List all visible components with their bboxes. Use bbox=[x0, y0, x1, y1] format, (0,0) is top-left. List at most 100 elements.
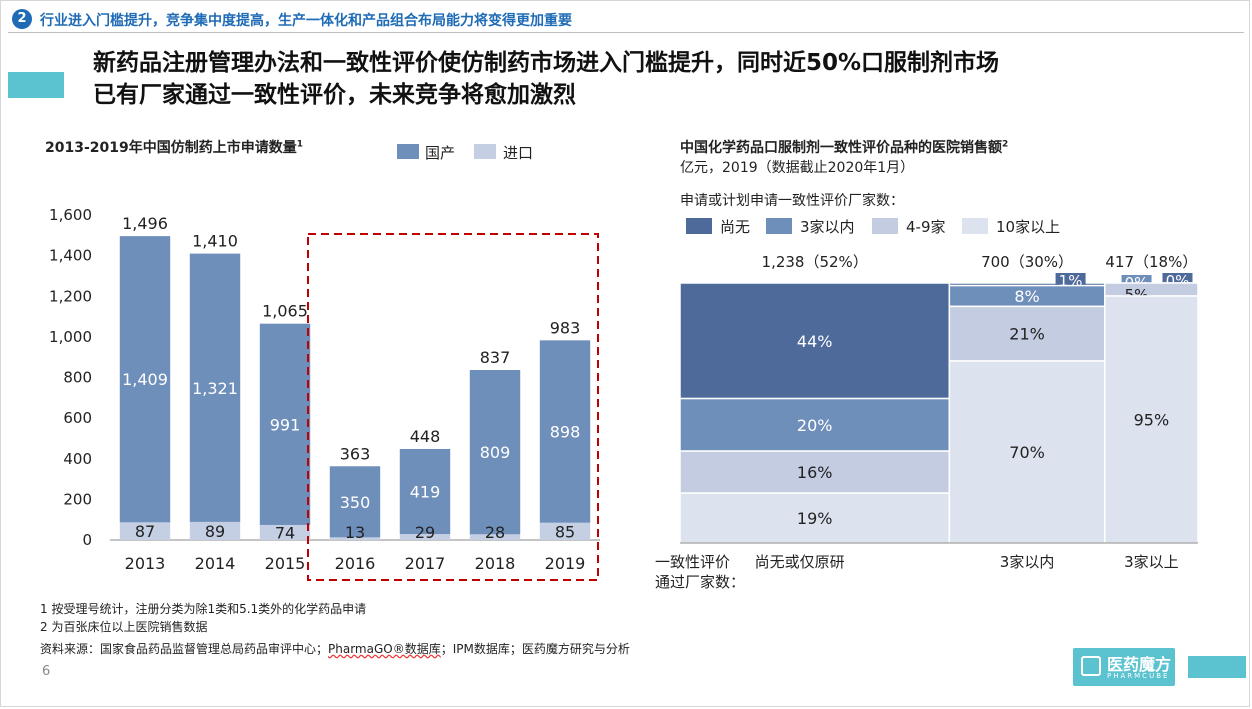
section-heading: 行业进入门槛提升，竞争集中度提高，生产一体化和产品组合布局能力将变得更加重要 bbox=[40, 13, 572, 29]
bar-domestic-segment bbox=[399, 449, 451, 535]
slide-title-line-1: 新药品注册管理办法和一致性评价使仿制药市场进入门槛提升，同时近50%口服制剂市场 bbox=[93, 50, 1000, 76]
mekko-segment-label: 21% bbox=[1009, 325, 1045, 344]
y-tick-label: 600 bbox=[63, 409, 92, 427]
mekko-column-category-label: 尚无或仅原研 bbox=[755, 553, 845, 571]
bar-total-label: 1,496 bbox=[122, 214, 168, 233]
bar-domestic-value-label: 350 bbox=[340, 493, 371, 512]
bar-import-segment bbox=[119, 522, 171, 540]
bar-import-segment bbox=[329, 537, 381, 540]
right-chart-title-text: 中国化学药品口服制剂一致性评价品种的医院销售额 bbox=[680, 140, 1002, 156]
y-tick-label: 400 bbox=[63, 450, 92, 468]
bar-domestic-value-label: 809 bbox=[480, 443, 511, 462]
x-tick-label: 2016 bbox=[335, 554, 376, 573]
source-suffix: ；IPM数据库；医药魔方研究与分析 bbox=[440, 642, 630, 656]
footnote-1: 1 按受理号统计，注册分类为除1类和5.1类外的化学药品申请 bbox=[40, 602, 367, 616]
bar-domestic-value-label: 419 bbox=[410, 483, 441, 502]
bar-domestic-segment bbox=[469, 369, 521, 535]
legend-label-4to9: 4-9家 bbox=[906, 217, 946, 236]
bar-domestic-segment bbox=[119, 236, 171, 523]
mekko-axis-label-line-1: 一致性评价 bbox=[655, 553, 730, 571]
bar-import-value-label: 28 bbox=[485, 523, 505, 542]
slide-title: 新药品注册管理办法和一致性评价使仿制药市场进入门槛提升，同时近50%口服制剂市场… bbox=[93, 47, 1213, 111]
legend-import-swatch bbox=[474, 144, 496, 159]
legend-import-label: 进口 bbox=[503, 144, 534, 162]
bar-domestic-segment bbox=[259, 323, 311, 525]
bar-import-segment bbox=[189, 521, 241, 540]
mekko-axis-label-line-2: 通过厂家数： bbox=[655, 573, 745, 591]
bar-import-value-label: 85 bbox=[555, 522, 575, 541]
legend-label-10plus: 10家以上 bbox=[996, 217, 1061, 236]
pharmcube-logo: 医药魔方 PHARMCUBE bbox=[1073, 648, 1175, 686]
mekko-segment-label: 8% bbox=[1014, 287, 1039, 306]
y-tick-label: 800 bbox=[63, 369, 92, 387]
y-tick-label: 200 bbox=[63, 490, 92, 508]
y-tick-label: 1,000 bbox=[49, 328, 92, 346]
page-number: 6 bbox=[42, 664, 51, 679]
bar-domestic-value-label: 991 bbox=[270, 415, 301, 434]
bar-import-segment bbox=[469, 534, 521, 540]
bar-total-label: 363 bbox=[340, 444, 371, 463]
bar-import-segment bbox=[399, 534, 451, 540]
legend-item-lt3: 3家以内 bbox=[766, 216, 855, 236]
section-divider bbox=[8, 32, 1244, 33]
footnote-2: 2 为百张床位以上医院销售数据 bbox=[40, 620, 208, 634]
source-prefix: 资料来源：国家食品药品监督管理总局药品审评中心； bbox=[40, 642, 329, 656]
bar-domestic-segment bbox=[329, 466, 381, 538]
x-tick-label: 2014 bbox=[195, 554, 236, 573]
bar-import-segment bbox=[259, 524, 311, 540]
left-chart-title-text: 2013-2019年中国仿制药上市申请数量 bbox=[45, 140, 297, 156]
mekko-segment-label: 20% bbox=[797, 416, 833, 435]
mekko-segment bbox=[948, 305, 1106, 362]
y-tick-label: 1,400 bbox=[49, 247, 92, 265]
section-number-badge: 2 bbox=[12, 9, 32, 29]
title-accent-bar bbox=[8, 72, 64, 98]
mekko-segment bbox=[1104, 295, 1199, 544]
highlight-box-2016-2019 bbox=[307, 233, 599, 581]
bar-import-value-label: 29 bbox=[415, 523, 435, 542]
legend-item-none: 尚无 bbox=[686, 216, 750, 236]
left-chart-title: 2013-2019年中国仿制药上市申请数量1 bbox=[45, 137, 303, 157]
mekko-segment-label: 19% bbox=[797, 509, 833, 528]
source-note: 资料来源：国家食品药品监督管理总局药品审评中心；PharmaGO®数据库；IPM… bbox=[40, 640, 630, 657]
legend-item-4to9: 4-9家 bbox=[872, 216, 946, 236]
legend-swatch-10plus bbox=[962, 218, 988, 234]
logo-subtitle: PHARMCUBE bbox=[1107, 672, 1170, 680]
bar-total-label: 983 bbox=[550, 318, 581, 337]
mekko-segment bbox=[679, 492, 951, 544]
bar-import-value-label: 74 bbox=[275, 523, 295, 542]
bar-total-label: 837 bbox=[480, 348, 511, 367]
right-chart-title-sup: 2 bbox=[1002, 139, 1009, 150]
bar-import-value-label: 13 bbox=[345, 523, 365, 542]
mekko-segment-label: 70% bbox=[1009, 443, 1045, 462]
source-pharmago: PharmaGO®数据库 bbox=[328, 642, 441, 656]
bar-domestic-value-label: 1,321 bbox=[192, 379, 238, 398]
left-chart-title-sup: 1 bbox=[296, 139, 304, 150]
mekko-column-total-label: 417（18%） bbox=[1105, 253, 1197, 271]
logo-name: 医药魔方 bbox=[1107, 655, 1172, 674]
x-tick-label: 2015 bbox=[265, 554, 306, 573]
bar-import-value-label: 89 bbox=[205, 522, 225, 541]
y-tick-label: 1,600 bbox=[49, 206, 92, 224]
legend-swatch-4to9 bbox=[872, 218, 898, 234]
bar-import-segment bbox=[539, 522, 591, 540]
right-legend-title: 申请或计划申请一致性评价厂家数： bbox=[680, 193, 904, 209]
x-tick-label: 2018 bbox=[475, 554, 516, 573]
legend-swatch-none bbox=[686, 218, 712, 234]
mekko-segment-label: 95% bbox=[1134, 411, 1170, 430]
bar-import-value-label: 87 bbox=[135, 522, 155, 541]
bar-chart: 0 200 400 600 800 1,000 1,200 1,400 1,600 1,409 87… bbox=[49, 206, 600, 581]
mekko-column-total-label: 1,238（52%） bbox=[762, 253, 868, 271]
cube-icon bbox=[1081, 656, 1101, 676]
x-tick-label: 2013 bbox=[125, 554, 166, 573]
bar-total-label: 1,410 bbox=[192, 232, 238, 251]
bar-total-label: 448 bbox=[410, 427, 441, 446]
mekko-column-category-label: 3家以内 bbox=[1000, 553, 1055, 571]
right-chart-subtitle: 亿元，2019（数据截止2020年1月） bbox=[680, 160, 915, 176]
x-tick-label: 2019 bbox=[545, 554, 586, 573]
mekko-column-category-label: 3家以上 bbox=[1124, 553, 1179, 571]
mekko-column-total-label: 700（30%） bbox=[981, 253, 1073, 271]
bar-domestic-value-label: 1,409 bbox=[122, 370, 168, 389]
legend-label-none: 尚无 bbox=[720, 217, 751, 236]
x-tick-label: 2017 bbox=[405, 554, 446, 573]
y-tick-label: 1,200 bbox=[49, 287, 92, 305]
